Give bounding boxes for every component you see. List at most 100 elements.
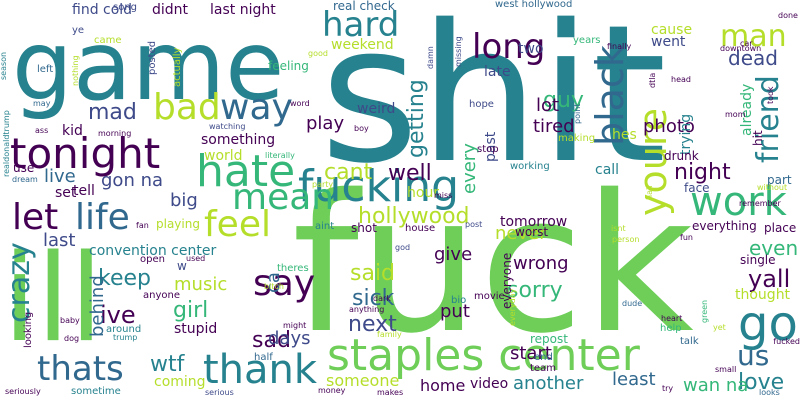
cloud-word: someone — [326, 371, 400, 390]
cloud-word: might — [283, 321, 307, 330]
cloud-word: point — [573, 103, 582, 124]
cloud-word: put — [440, 301, 470, 322]
cloud-word: dark — [373, 294, 391, 303]
cloud-word: call — [595, 162, 620, 178]
cloud-word: boy — [354, 124, 369, 133]
cloud-word: season — [0, 51, 8, 80]
cloud-word: person — [612, 235, 640, 244]
cloud-word: damn — [426, 46, 435, 69]
cloud-word: help — [660, 323, 682, 334]
cloud-word: set — [55, 185, 77, 201]
cloud-word: open — [140, 254, 165, 265]
cloud-word: theres — [277, 263, 309, 274]
cloud-word: home — [420, 376, 466, 395]
cloud-word: dtla — [648, 72, 657, 88]
cloud-word: everyday — [508, 288, 517, 326]
cloud-word: hate — [196, 146, 296, 197]
cloud-word: bio — [451, 295, 467, 306]
cloud-word: word — [290, 99, 310, 108]
cloud-word: thank — [203, 347, 318, 393]
cloud-word: two — [518, 41, 544, 57]
cloud-word: west hollywood — [495, 0, 573, 10]
cloud-word: tonight — [10, 129, 161, 178]
cloud-word: said — [350, 261, 396, 286]
cloud-word: seriously — [5, 387, 41, 396]
cloud-word: actually — [172, 47, 183, 88]
cloud-word: aint — [315, 221, 335, 232]
cloud-word: left — [37, 64, 54, 75]
cloud-word: photo — [643, 116, 695, 137]
cloud-word: literally — [265, 151, 295, 160]
cloud-word: night — [674, 160, 731, 185]
cloud-word: ill — [3, 230, 104, 369]
cloud-word: something — [201, 132, 276, 148]
cloud-word: anyone — [143, 290, 180, 301]
cloud-word: hope — [469, 99, 494, 110]
cloud-word: getting — [404, 79, 429, 158]
cloud-word: isnt — [611, 224, 626, 233]
cloud-word: green — [700, 299, 709, 323]
cloud-word: dude — [622, 299, 643, 308]
cloud-word: dog — [64, 334, 80, 343]
cloud-word: kid — [62, 123, 83, 139]
cloud-word: posted — [147, 40, 158, 75]
cloud-word: serious — [205, 388, 234, 397]
cloud-word: came — [94, 35, 122, 46]
cloud-word: bad — [153, 87, 221, 128]
cloud-word: party — [312, 180, 334, 189]
cloud-word: behind — [87, 275, 108, 337]
cloud-word: house — [405, 223, 436, 234]
cloud-word: keep — [98, 266, 151, 291]
cloud-word: start — [510, 343, 552, 364]
cloud-word: next — [348, 312, 397, 337]
cloud-word: face — [684, 181, 710, 195]
cloud-word: feel — [204, 204, 271, 245]
cloud-word: hair — [645, 184, 654, 200]
cloud-word: talk — [680, 336, 699, 347]
cloud-word: song — [113, 2, 138, 13]
cloud-word: us — [737, 339, 770, 372]
cloud-word: hard — [322, 5, 400, 45]
cloud-word: shot — [351, 221, 377, 235]
cloud-word: looks — [759, 388, 780, 397]
cloud-word: around — [106, 324, 142, 335]
cloud-word: man — [720, 19, 787, 54]
cloud-word: realdonaldtrump — [2, 110, 11, 177]
cloud-word: weird — [357, 101, 396, 117]
cloud-word: let — [12, 197, 59, 238]
cloud-word: god — [395, 243, 411, 252]
cloud-word: bitch — [264, 282, 284, 291]
cloud-word: head — [671, 75, 691, 84]
cloud-word: shit — [320, 0, 667, 205]
cloud-word: wan na — [683, 375, 749, 396]
cloud-word: looking — [23, 311, 34, 348]
cloud-word: try — [662, 384, 674, 393]
cloud-word: watching — [209, 122, 246, 131]
cloud-word: staples center — [327, 330, 640, 381]
cloud-word: finally — [607, 42, 632, 51]
cloud-word: long — [472, 27, 546, 67]
cloud-word: took — [766, 86, 775, 104]
cloud-word: fan — [136, 221, 149, 230]
cloud-word: lot — [536, 95, 560, 116]
cloud-word: ye — [72, 25, 85, 36]
cloud-word: ive — [100, 301, 136, 329]
cloud-word: guy — [543, 88, 584, 113]
cloud-word: late — [484, 64, 511, 80]
cloud-word: w — [177, 259, 187, 273]
cloud-word: gon na — [101, 170, 164, 191]
cloud-word: nothing — [71, 55, 80, 86]
cloud-word: game — [12, 10, 285, 122]
cloud-word: cause — [651, 22, 693, 38]
cloud-word: world — [204, 148, 243, 164]
cloud-word: car — [740, 39, 753, 48]
cloud-word: go — [738, 296, 798, 352]
cloud-word: coming — [154, 374, 206, 390]
cloud-word: drunk — [664, 149, 699, 163]
cloud-word: video — [470, 376, 509, 392]
cloud-word: yall — [748, 265, 791, 293]
cloud-word: making — [558, 133, 596, 144]
cloud-word: even — [749, 236, 799, 260]
cloud-word: love — [738, 370, 785, 395]
cloud-word: sometime — [71, 386, 121, 397]
